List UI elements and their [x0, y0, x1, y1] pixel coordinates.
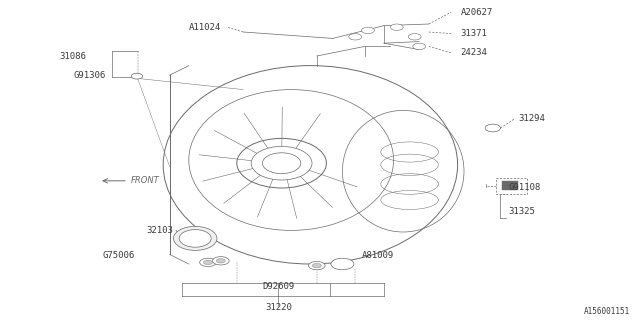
Text: 31371: 31371 [461, 29, 488, 38]
Text: G75006: G75006 [102, 252, 134, 260]
Text: A11024: A11024 [189, 23, 221, 32]
Circle shape [312, 263, 321, 268]
Text: 31086: 31086 [60, 52, 86, 60]
Bar [502, 181, 518, 190]
Circle shape [362, 27, 374, 34]
Circle shape [408, 34, 421, 40]
Ellipse shape [179, 230, 211, 247]
Text: 24234: 24234 [461, 48, 488, 57]
Circle shape [212, 257, 229, 265]
Circle shape [331, 258, 354, 270]
Text: 31294: 31294 [518, 114, 545, 123]
Ellipse shape [173, 227, 217, 250]
Bar [496, 178, 527, 194]
Circle shape [131, 73, 143, 79]
Circle shape [413, 43, 426, 50]
Circle shape [200, 258, 216, 267]
Text: A81009: A81009 [362, 252, 394, 260]
Text: D92609: D92609 [262, 282, 294, 291]
Text: 31220: 31220 [265, 303, 292, 312]
Text: G91306: G91306 [74, 71, 106, 80]
Circle shape [349, 34, 362, 40]
Text: G91108: G91108 [509, 183, 541, 192]
Text: 32103: 32103 [146, 226, 173, 235]
Text: 31325: 31325 [509, 207, 536, 216]
Circle shape [390, 24, 403, 30]
Circle shape [216, 259, 225, 263]
Circle shape [485, 124, 500, 132]
Text: A20627: A20627 [461, 8, 493, 17]
Text: FRONT: FRONT [131, 176, 160, 185]
Circle shape [204, 260, 212, 265]
Text: A156001151: A156001151 [584, 308, 630, 316]
Circle shape [308, 261, 325, 270]
